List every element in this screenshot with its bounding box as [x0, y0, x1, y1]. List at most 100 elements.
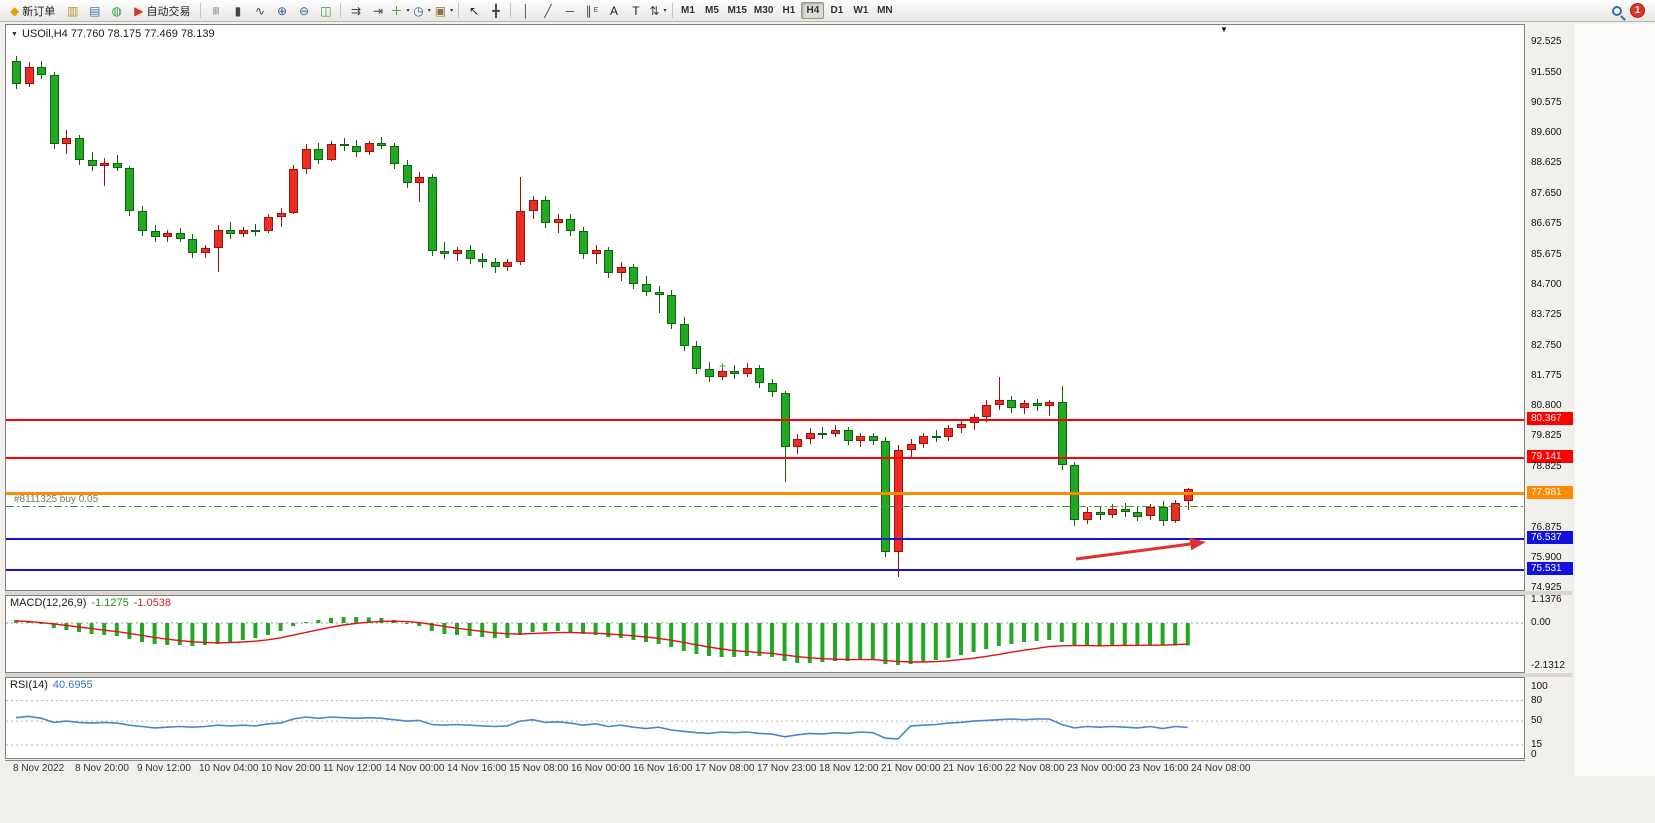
toolbar-separator: [340, 3, 342, 18]
horizontal-line-icon[interactable]: ─: [559, 2, 580, 20]
price-level-line[interactable]: [6, 418, 1524, 421]
search-icon[interactable]: [1612, 5, 1622, 16]
templates-icon[interactable]: ▣ ▾: [433, 2, 454, 20]
candle: [327, 144, 336, 160]
right-gutter: [1575, 24, 1655, 776]
candle: [906, 443, 916, 450]
price-tag: 80.367: [1527, 412, 1573, 426]
macd-axis[interactable]: 1.1376 0.00 -2.1312: [1527, 594, 1574, 673]
candle: [616, 266, 626, 274]
dropdown-caret-icon: ▾: [450, 7, 454, 14]
candle: [453, 249, 462, 255]
time-axis-label: 21 Nov 00:00: [881, 763, 941, 774]
chart-scroll-marker[interactable]: ▼: [1220, 25, 1228, 34]
candle: [490, 262, 500, 267]
cursor-icon[interactable]: ↖: [463, 2, 484, 20]
chart-shift-icon[interactable]: ⇥: [367, 2, 388, 20]
equidistant-channel-icon-glyph: ∥: [585, 3, 592, 18]
time-axis[interactable]: 8 Nov 2022 8 Nov 20:00 9 Nov 12:00 10 Nov 0…: [5, 760, 1525, 776]
timeframe-m30[interactable]: M30: [753, 5, 774, 16]
new-order-button[interactable]: ◆ 新订单: [4, 2, 61, 20]
candle: [516, 211, 525, 263]
crosshair-icon[interactable]: ╋: [485, 2, 506, 20]
price-tag: 76.537: [1527, 531, 1573, 545]
candle: [175, 232, 185, 239]
timeframe-m15[interactable]: M15: [727, 5, 747, 16]
periods-icon[interactable]: ◷ ▾: [411, 2, 432, 20]
market-watch-icon-glyph: ▤: [89, 3, 101, 18]
rsi-panel[interactable]: RSI(14) 40.6955: [5, 677, 1525, 759]
candle: [251, 229, 261, 232]
charts-profile-icon[interactable]: ▥: [62, 2, 83, 20]
rsi-axis[interactable]: 100 80 50 15 0: [1527, 677, 1574, 761]
auto-trading-button-label: 自动交易: [146, 5, 191, 18]
tile-windows-icon-glyph: ◫: [320, 3, 332, 18]
text-icon[interactable]: A: [603, 2, 624, 20]
candle: [755, 367, 765, 384]
zoom-in-icon[interactable]: ⊕: [271, 2, 292, 20]
timeframe-h1[interactable]: H1: [782, 5, 796, 16]
toolbar-separator: [200, 3, 202, 18]
panel-splitter[interactable]: [5, 591, 1572, 595]
new-chart-icon[interactable]: ＋ ▾: [389, 2, 410, 20]
label-icon[interactable]: T: [625, 2, 646, 20]
price-axis[interactable]: 80.367 79.141 77.981 76.537 75.531 92.525 91.5…: [1527, 24, 1574, 593]
new-order-icon: ◆: [10, 3, 20, 18]
signals-icon[interactable]: ◍: [106, 2, 127, 20]
timeframe-mn[interactable]: MN: [877, 5, 893, 16]
new-chart-icon-glyph: ＋: [390, 3, 403, 18]
timeframe-h4[interactable]: H4: [801, 2, 825, 19]
candle: [390, 145, 399, 165]
equidistant-channel-icon[interactable]: ∥ E: [581, 2, 602, 20]
rsi-axis-label: 100: [1531, 680, 1548, 692]
text-icon-glyph: A: [609, 3, 618, 18]
line-chart-icon[interactable]: ∿: [249, 2, 270, 20]
vertical-line-icon[interactable]: │: [515, 2, 536, 20]
trend-arrow-line[interactable]: [1075, 541, 1199, 561]
rsi-axis-label: 0: [1531, 749, 1537, 761]
panel-splitter[interactable]: [5, 673, 1572, 677]
candle: [201, 248, 210, 253]
toolbar-separator: [510, 3, 512, 18]
candle: [87, 159, 97, 167]
candle-wick: [595, 245, 597, 264]
trendline-icon[interactable]: ╱: [537, 2, 558, 20]
candle: [642, 283, 651, 292]
timeframe-w1[interactable]: W1: [853, 5, 869, 16]
candle: [402, 164, 412, 184]
candle: [1095, 511, 1105, 515]
candle: [24, 66, 34, 84]
candle: [150, 231, 160, 238]
candlestick-chart-icon[interactable]: ▮: [227, 2, 248, 20]
candle-wick: [104, 158, 106, 187]
arrows-icon[interactable]: ⇅ ▾: [647, 2, 668, 20]
candle: [818, 432, 828, 435]
price-level-line[interactable]: [6, 456, 1524, 459]
price-level-line[interactable]: [6, 537, 1524, 540]
zoom-out-icon[interactable]: ⊖: [293, 2, 314, 20]
price-chart-panel[interactable]: ▼ USOil,H4 77.760 78.175 77.469 78.139 ▼ …: [5, 24, 1525, 591]
timeframe-m5[interactable]: M5: [705, 5, 719, 16]
window-menu-icon[interactable]: ▼: [11, 31, 18, 38]
open-position-line[interactable]: [6, 506, 1524, 508]
candle: [679, 324, 689, 346]
candle: [112, 163, 122, 168]
candlestick-chart-icon-glyph: ▮: [234, 3, 242, 18]
timeframe-d1[interactable]: D1: [830, 5, 844, 16]
macd-panel[interactable]: MACD(12,26,9) -1.1275 -1.0538: [5, 595, 1525, 673]
tile-windows-icon[interactable]: ◫: [315, 2, 336, 20]
auto-scroll-icon-glyph: ⇉: [350, 3, 361, 18]
candle: [553, 218, 563, 224]
time-axis-label: 14 Nov 16:00: [447, 763, 507, 774]
price-level-line[interactable]: [6, 492, 1524, 496]
market-watch-icon[interactable]: ▤: [84, 2, 105, 20]
notification-badge[interactable]: 1: [1630, 3, 1645, 18]
price-axis-label: 89.600: [1531, 127, 1562, 138]
auto-scroll-icon[interactable]: ⇉: [345, 2, 366, 20]
price-level-line[interactable]: [6, 568, 1524, 571]
bar-chart-icon[interactable]: |||: [205, 2, 226, 20]
timeframe-m1[interactable]: M1: [681, 5, 695, 16]
candle: [629, 266, 639, 284]
auto-trading-button[interactable]: ▶ 自动交易: [128, 2, 196, 20]
candle: [1120, 508, 1130, 512]
